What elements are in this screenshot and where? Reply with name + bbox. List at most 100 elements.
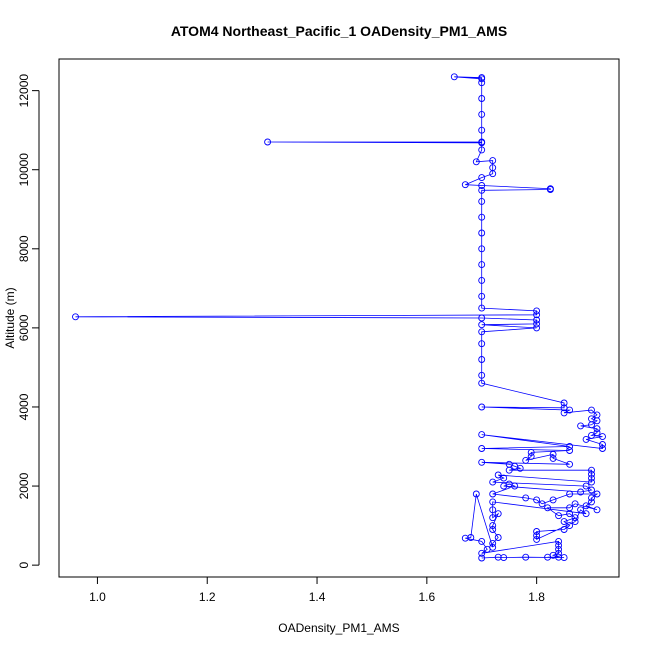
data-point: [72, 313, 79, 321]
data-point: [478, 304, 486, 312]
data-point: [533, 535, 541, 543]
data-point: [478, 245, 486, 253]
data-point: [500, 554, 508, 562]
y-tick-label: 12000: [17, 74, 31, 108]
data-point: [450, 73, 458, 81]
data-point: [478, 445, 486, 452]
chart-title: ATOM4 Northeast_Pacific_1 OADensity_PM1_…: [171, 23, 507, 39]
data-point: [522, 494, 530, 502]
data-point: [560, 526, 568, 533]
data-point: [593, 429, 601, 437]
data-point: [478, 139, 486, 147]
data-point: [483, 545, 491, 553]
data-point: [494, 553, 502, 561]
data-point: [566, 522, 574, 530]
y-tick-label: 10000: [17, 153, 31, 187]
data-point: [533, 532, 541, 539]
data-point: [555, 541, 563, 549]
data-point: [478, 95, 486, 102]
series-line: [75, 76, 603, 559]
y-tick-label: 2000: [17, 472, 31, 499]
data-point: [478, 186, 486, 194]
data-point: [566, 510, 574, 518]
data-point: [478, 537, 486, 545]
data-point: [489, 506, 497, 514]
data-point: [588, 466, 595, 474]
data-point: [546, 186, 554, 193]
data-point: [472, 158, 480, 166]
data-point: [478, 314, 486, 322]
data-point: [533, 324, 541, 332]
data-point: [478, 126, 486, 134]
data-point: [527, 452, 535, 460]
data-point: [549, 496, 557, 504]
data-point: [560, 554, 568, 562]
data-point: [478, 403, 486, 411]
data-point: [593, 490, 601, 498]
data-point: [522, 553, 530, 561]
data-point: [582, 435, 590, 443]
data-point: [478, 549, 486, 557]
data-point: [555, 512, 563, 520]
data-point: [544, 553, 552, 561]
series-lines: [75, 76, 603, 559]
data-point: [494, 534, 502, 541]
y-axis-label: Altitude (m): [3, 287, 17, 348]
data-point: [489, 170, 497, 178]
data-point: [533, 311, 541, 319]
data-point: [566, 460, 574, 468]
data-point: [588, 421, 595, 429]
data-point: [478, 328, 486, 336]
data-point: [478, 110, 486, 118]
data-point: [494, 510, 502, 518]
data-point: [478, 146, 486, 154]
data-point: [599, 441, 606, 448]
data-point: [489, 490, 497, 498]
data-point: [566, 447, 574, 454]
data-point: [533, 496, 541, 504]
data-point: [588, 486, 595, 494]
data-point: [555, 545, 563, 553]
data-point: [533, 320, 541, 328]
y-tick-label: 8000: [17, 235, 31, 262]
series-points: [72, 73, 606, 562]
data-point: [500, 474, 508, 482]
y-tick-label: 6000: [17, 314, 31, 341]
x-axis-label: OADensity_PM1_AMS: [278, 621, 399, 635]
data-point: [478, 261, 486, 269]
data-point: [511, 482, 519, 490]
data-point: [472, 490, 480, 498]
data-point: [527, 448, 535, 456]
x-tick-label: 1.6: [418, 590, 435, 604]
data-point: [533, 307, 541, 315]
data-point: [478, 276, 486, 284]
data-point: [505, 466, 513, 474]
data-point: [478, 174, 486, 182]
data-point: [489, 478, 497, 486]
data-point: [593, 417, 601, 425]
data-point: [566, 406, 574, 414]
data-point: [478, 213, 486, 221]
data-point: [461, 534, 469, 542]
data-point: [489, 157, 497, 165]
data-point: [516, 464, 524, 472]
data-point: [478, 340, 486, 348]
data-point: [588, 498, 595, 506]
data-point: [555, 537, 563, 545]
data-point: [555, 553, 563, 561]
data-point: [582, 502, 590, 510]
data-point: [571, 514, 579, 522]
data-point: [544, 504, 552, 512]
x-tick-label: 1.2: [199, 590, 216, 604]
data-point: [478, 182, 486, 189]
x-tick-label: 1.4: [309, 590, 326, 604]
data-point: [489, 498, 497, 506]
data-point: [588, 494, 595, 502]
data-point: [577, 488, 585, 496]
data-point: [461, 181, 469, 189]
data-point: [560, 409, 568, 417]
data-point: [522, 456, 530, 464]
data-point: [478, 554, 486, 562]
y-tick-label: 4000: [17, 393, 31, 420]
